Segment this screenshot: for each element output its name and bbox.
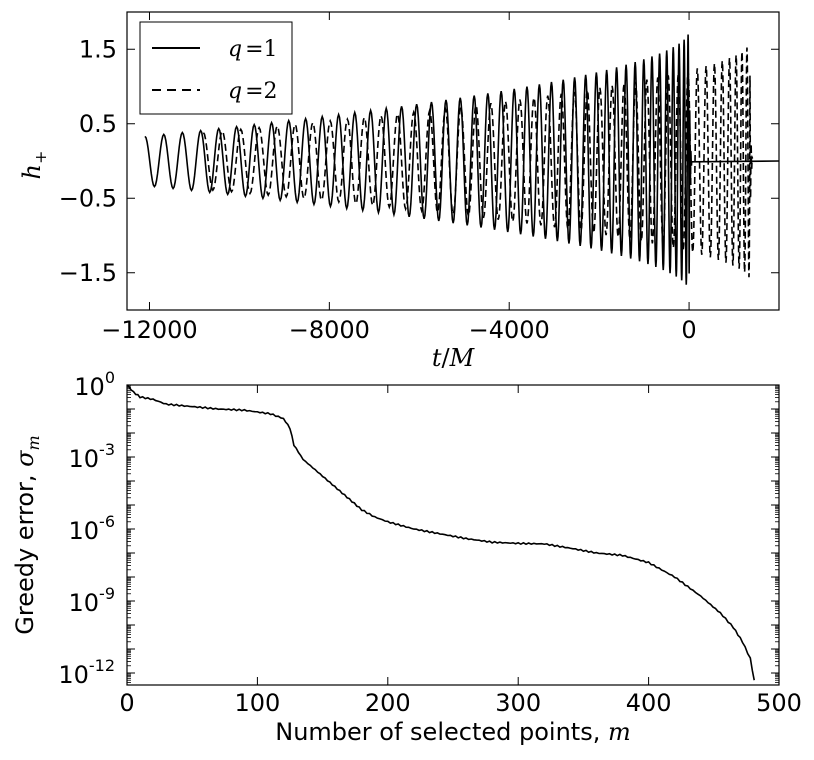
legend-box [139,21,293,115]
bottom-y-axis-label: Greedy error, σm [11,435,43,634]
bottom-axes-frame [126,384,780,686]
top-series-lines [144,34,780,285]
top-y-tick-label: −0.5 [59,184,117,212]
bottom-ticks: 0 100 200 300 400 500 100 10-3 10-6 10-9 10-12 [58,368,802,717]
top-x-tick-label: −12000 [101,316,197,344]
top-legend: q =1 q =2 [139,21,293,115]
top-axes-frame [126,11,780,311]
top-plot: −12000 −8000 −4000 01.50.5−0.5−1.5 q =1 q =2 … [18,11,780,372]
bottom-x-tick-label: 100 [234,689,280,717]
top-x-tick-label: −4000 [469,316,550,344]
legend-label-q2: q =2 [228,79,278,104]
bottom-x-tick-label: 400 [626,689,672,717]
bottom-y-tick-label: 10-9 [69,584,116,617]
bottom-y-tick-label: 10-12 [58,656,115,689]
top-x-tick-label: −8000 [289,316,370,344]
series-line-2 [202,47,754,278]
bottom-x-tick-label: 500 [756,689,802,717]
top-x-axis-label: t/M [432,344,476,372]
legend-label-q1: q =1 [228,37,278,62]
top-y-tick-label: 1.5 [79,35,117,63]
top-y-axis-label: h+ [18,151,50,180]
top-y-tick-label: 0.5 [79,110,117,138]
bottom-y-tick-label: 10-6 [69,512,116,545]
bottom-x-tick-label: 300 [495,689,541,717]
bottom-y-tick-label: 10-3 [69,440,116,473]
bottom-x-tick-label: 200 [365,689,411,717]
bottom-x-tick-label: 0 [119,689,134,717]
top-ticks: −12000 −8000 −4000 0 1.5 0.5 −0.5 −1.5 [59,12,779,344]
bottom-x-axis-label: Number of selected points, m [275,718,630,746]
top-x-tick-label: 0 [681,316,696,344]
bottom-plot: 0 100 200 300 400 500 100 10-3 10-6 10-9 10-12 Num… [11,368,802,746]
bottom-y-tick-label: 100 [74,368,115,401]
greedy-error-line [126,384,756,681]
series-line-1 [144,34,780,285]
top-y-tick-label: −1.5 [59,259,117,287]
bottom-series-lines [126,384,756,681]
